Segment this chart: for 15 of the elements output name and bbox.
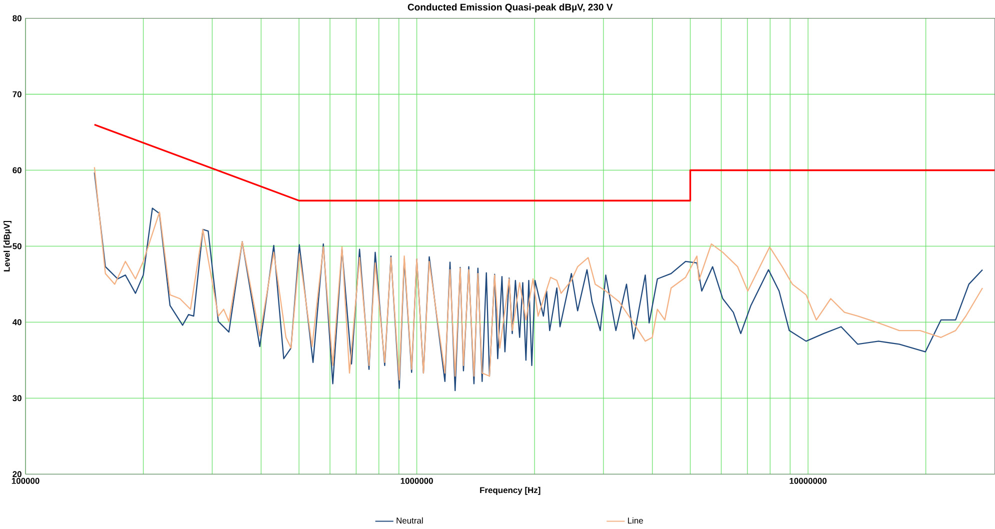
y-tick-label: 70: [12, 91, 22, 98]
y-tick-label: 60: [12, 167, 22, 174]
x-tick-label: 100000: [12, 478, 40, 484]
y-axis-title: Level [dBµV]: [4, 220, 12, 272]
y-tick-label: 30: [12, 395, 22, 402]
x-axis-title: Frequency [Hz]: [480, 486, 540, 495]
legend-label: Line: [628, 517, 643, 524]
y-tick-label: 40: [12, 319, 22, 326]
legend-label: Neutral: [396, 517, 423, 524]
x-tick-label: 1000000: [400, 478, 433, 484]
y-tick-label: 50: [12, 243, 22, 250]
chart-title: Conducted Emission Quasi-peak dBµV, 230 V: [408, 3, 613, 12]
y-tick-label: 20: [12, 471, 22, 477]
x-tick-label: 10000000: [790, 478, 827, 484]
y-tick-label: 80: [12, 15, 22, 22]
